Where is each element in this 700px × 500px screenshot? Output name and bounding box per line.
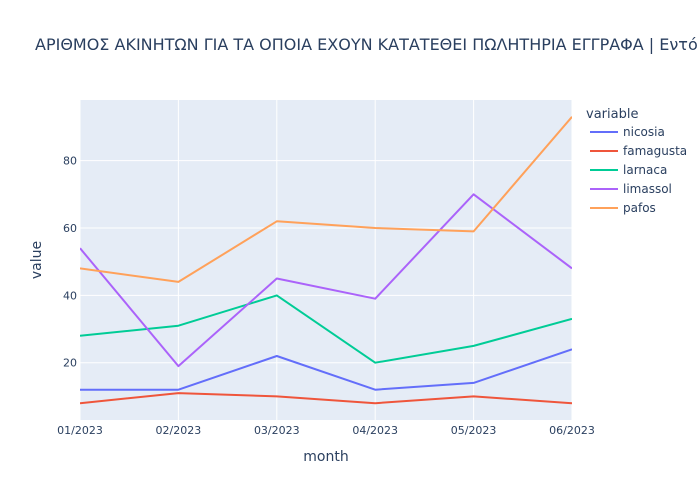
legend-item-famagusta[interactable]: famagusta <box>590 144 687 158</box>
gridlines <box>79 100 573 420</box>
x-tick-label: 06/2023 <box>549 424 595 437</box>
legend-label: larnaca <box>623 163 667 177</box>
series-line-limassol <box>80 193 572 368</box>
series-lines <box>80 116 572 405</box>
series-line-nicosia <box>80 348 572 391</box>
x-axis-ticks: 01/2023 02/2023 03/2023 04/2023 05/2023 06/20… <box>57 424 595 437</box>
x-axis-title: month <box>303 449 348 465</box>
y-tick-label: 40 <box>63 289 77 302</box>
legend-label: nicosia <box>623 125 665 139</box>
legend-item-pafos[interactable]: pafos <box>590 201 656 215</box>
legend-label: limassol <box>623 182 672 196</box>
x-tick-label: 03/2023 <box>254 424 300 437</box>
y-tick-label: 60 <box>63 222 77 235</box>
y-tick-label: 20 <box>63 357 77 370</box>
legend-label: pafos <box>623 201 656 215</box>
series-line-famagusta <box>80 392 572 405</box>
x-tick-label: 04/2023 <box>352 424 398 437</box>
legend-item-larnaca[interactable]: larnaca <box>590 163 667 177</box>
legend-item-limassol[interactable]: limassol <box>590 182 672 196</box>
legend: variable nicosia famagusta larnaca limassol… <box>586 107 687 215</box>
legend-item-nicosia[interactable]: nicosia <box>590 125 665 139</box>
series-line-larnaca <box>80 294 572 364</box>
x-tick-label: 05/2023 <box>451 424 497 437</box>
series-line-pafos <box>80 116 572 283</box>
x-tick-label: 01/2023 <box>57 424 103 437</box>
x-tick-label: 02/2023 <box>156 424 202 437</box>
chart-title: ΑΡΙΘΜΟΣ ΑΚΙΝΗΤΩΝ ΓΙΑ ΤΑ ΟΠΟΙΑ ΕΧΟΥΝ ΚΑΤΑ… <box>35 35 698 54</box>
y-axis-title: value <box>29 241 45 279</box>
y-tick-label: 80 <box>63 155 77 168</box>
legend-label: famagusta <box>623 144 687 158</box>
plot-area <box>80 100 572 420</box>
y-axis-ticks: 20 40 60 80 <box>63 155 77 370</box>
legend-title: variable <box>586 107 638 122</box>
